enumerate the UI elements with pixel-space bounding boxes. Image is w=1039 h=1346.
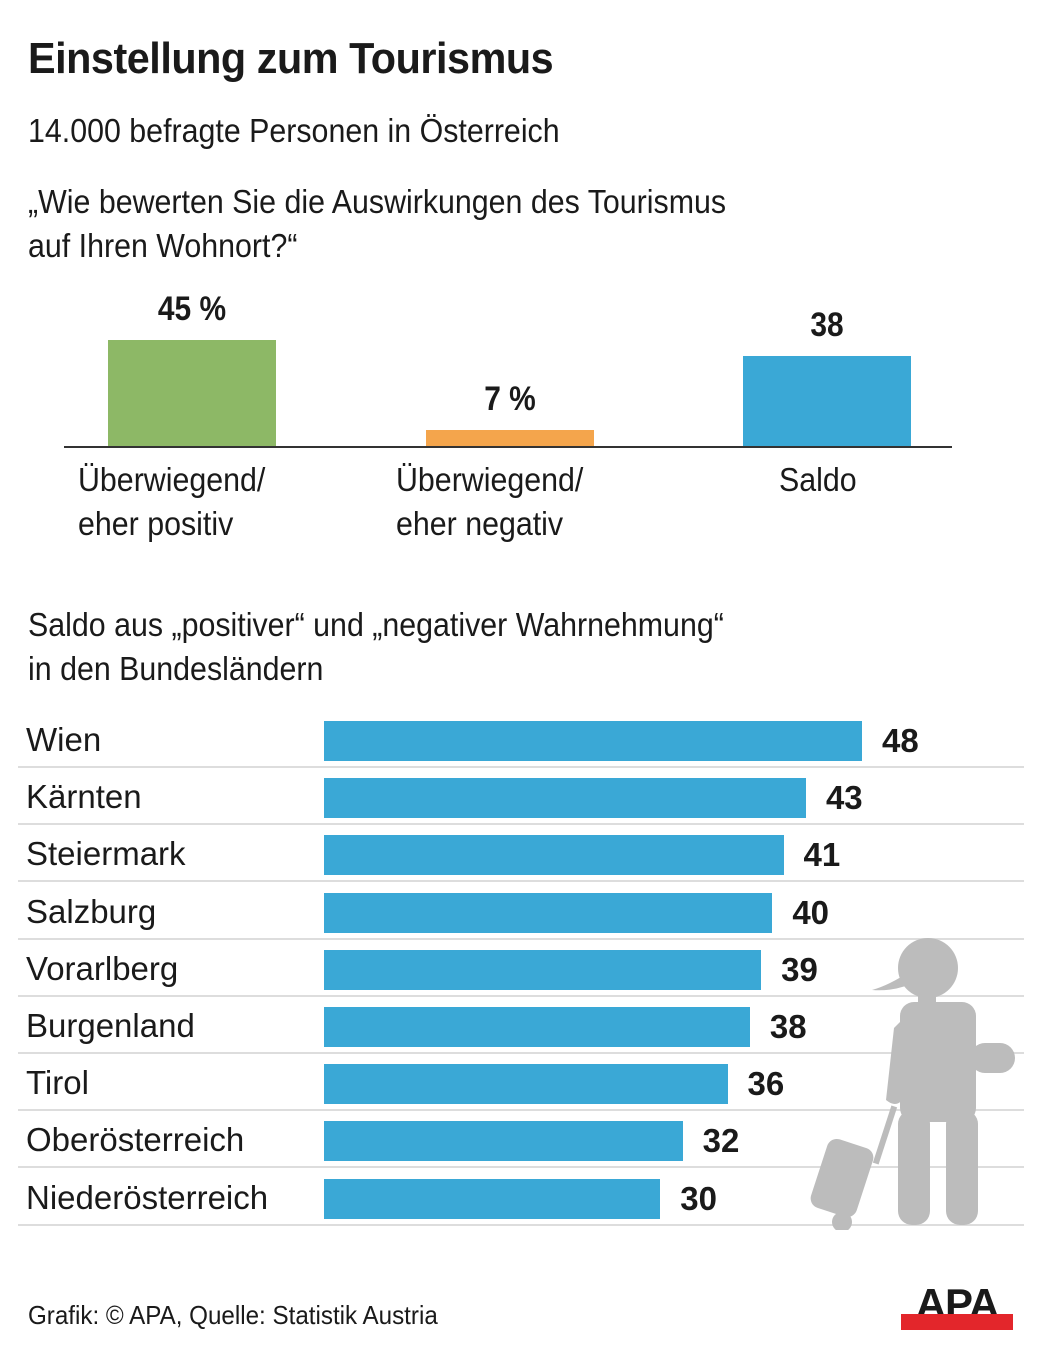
bar-value-label: 7 % — [484, 379, 536, 418]
question-line-2: auf Ihren Wohnort?“ — [28, 227, 298, 264]
gridline — [18, 994, 1024, 997]
row-label: Salzburg — [26, 892, 157, 930]
hbar-1 — [324, 778, 806, 819]
category-label: Überwiegend/eher positiv — [78, 461, 266, 542]
row-label: Kärnten — [26, 778, 142, 816]
hbar-value-label: 41 — [803, 836, 841, 874]
hbar-value-label: 40 — [792, 893, 830, 931]
gridline — [18, 1052, 1024, 1054]
regional-title-line-1: Saldo aus „positiver“ und „negativer Wah… — [28, 606, 724, 643]
question-text: „Wie bewerten Sie die Auswirkungen des T… — [28, 180, 726, 268]
gridline — [18, 1166, 1024, 1169]
hbar-value-label: 48 — [882, 722, 919, 759]
gridline — [18, 880, 1024, 883]
row-label: Niederösterreich — [26, 1178, 269, 1216]
hbar-value-label: 43 — [825, 779, 863, 817]
row-label: Tirol — [26, 1064, 89, 1102]
bar-value-label: 45 % — [157, 290, 227, 328]
apa-logo-bar — [901, 1314, 1013, 1330]
hbar-6 — [324, 1064, 728, 1105]
x-axis-line — [64, 446, 952, 448]
hbar-0 — [324, 721, 862, 761]
row-label: Oberösterreich — [26, 1121, 245, 1159]
category-label: Überwiegend/eher negativ — [396, 461, 584, 542]
bar-1 — [426, 429, 594, 446]
gridline — [18, 823, 1024, 826]
apa-logo: APA — [901, 1283, 1013, 1332]
hbar-4 — [324, 949, 762, 990]
bar-value-label: 38 — [810, 306, 844, 345]
hbar-3 — [324, 892, 773, 933]
bar-0 — [108, 340, 276, 446]
hbar-5 — [324, 1007, 750, 1047]
hbar-2 — [324, 835, 784, 876]
row-label: Steiermark — [26, 835, 186, 873]
row-label: Wien — [26, 721, 102, 758]
gridline — [18, 766, 1024, 768]
hbar-value-label: 39 — [781, 950, 818, 988]
source-credit: Grafik: © APA, Quelle: Statistik Austria — [28, 1300, 438, 1330]
hbar-value-label: 30 — [680, 1179, 717, 1217]
regional-chart-title: Saldo aus „positiver“ und „negativer Wah… — [28, 603, 724, 691]
hbar-value-label: 38 — [769, 1008, 807, 1045]
hbar-value-label: 32 — [702, 1122, 740, 1160]
traveler-with-suitcase-icon — [810, 938, 1015, 1230]
chart-subtitle: 14.000 befragte Personen in Österreich — [28, 112, 560, 149]
regional-title-line-2: in den Bundesländern — [28, 650, 324, 687]
gridline — [18, 937, 1024, 940]
chart-title: Einstellung zum Tourismus — [28, 34, 554, 83]
gridline — [18, 1109, 1024, 1112]
hbar-value-label: 36 — [747, 1065, 785, 1103]
category-label: Saldo — [779, 461, 857, 498]
bar-2 — [743, 356, 911, 446]
question-line-1: „Wie bewerten Sie die Auswirkungen des T… — [28, 183, 727, 220]
hbar-7 — [324, 1121, 683, 1162]
hbar-8 — [324, 1178, 661, 1219]
row-label: Vorarlberg — [26, 949, 179, 987]
gridline — [18, 1223, 1024, 1226]
row-label: Burgenland — [26, 1007, 195, 1044]
